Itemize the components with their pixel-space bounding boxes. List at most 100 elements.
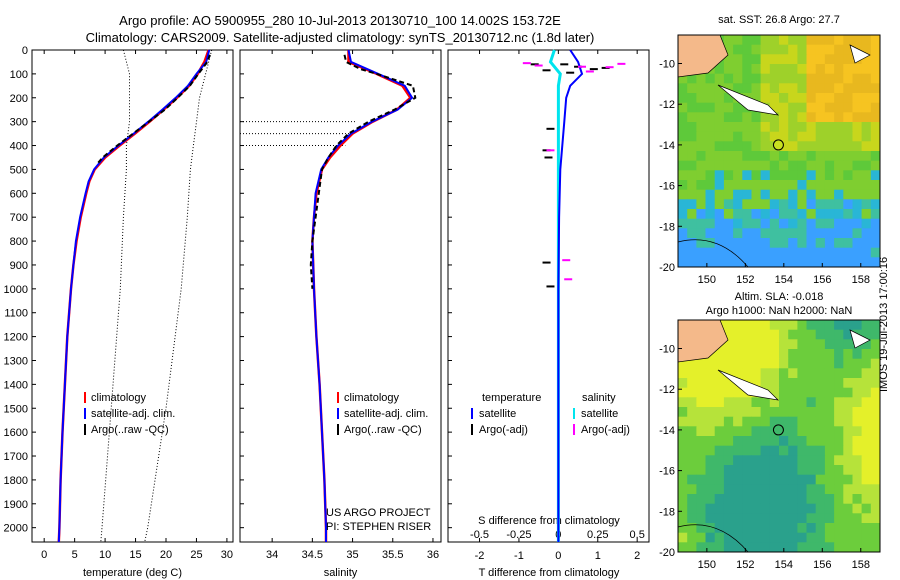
- map-cell: [714, 542, 725, 553]
- map-cell: [815, 542, 826, 553]
- map-cell: [696, 397, 707, 408]
- map-cell: [852, 160, 863, 171]
- map-cell: [852, 102, 863, 113]
- map-cell: [723, 358, 734, 369]
- map-cell: [797, 131, 808, 142]
- map-cell: [769, 44, 780, 55]
- map-cell: [815, 503, 826, 514]
- map-cell: [769, 228, 780, 239]
- map-cell: [696, 368, 707, 379]
- map-cell: [723, 189, 734, 200]
- map-cell: [834, 523, 844, 534]
- map-cell: [714, 151, 725, 162]
- map-cell: [806, 199, 817, 210]
- y-tick-label: 700: [10, 212, 28, 224]
- map-cell: [742, 35, 752, 46]
- map-cell: [723, 368, 734, 379]
- map-cell: [751, 474, 762, 485]
- map-cell: [788, 160, 798, 171]
- map-cell: [714, 474, 725, 485]
- map-cell: [861, 339, 872, 350]
- map-cell: [687, 542, 697, 553]
- map-cell: [714, 141, 725, 152]
- map-cell: [760, 445, 771, 456]
- map-cell: [852, 407, 863, 418]
- x-axis-label-top: S difference from climatology: [478, 515, 620, 527]
- map-cell: [861, 445, 872, 456]
- map-cell: [797, 151, 808, 162]
- map-cell: [779, 238, 789, 249]
- map-cell: [687, 131, 697, 142]
- map-cell: [806, 474, 817, 485]
- map-cell: [870, 513, 881, 524]
- x-tick-label: 34: [266, 549, 278, 561]
- map-cell: [733, 397, 743, 408]
- map-cell: [769, 426, 780, 437]
- map-cell: [815, 532, 826, 543]
- map-cell: [779, 407, 789, 418]
- y-tick-label: 400: [10, 141, 28, 153]
- map-cell: [751, 426, 762, 437]
- map-cell: [870, 218, 881, 229]
- map-cell: [870, 54, 881, 65]
- map-cell: [852, 523, 863, 534]
- map-cell: [723, 387, 734, 398]
- map-cell: [769, 112, 780, 123]
- map-cell: [861, 455, 872, 466]
- map-cell: [788, 199, 798, 210]
- map-cell: [705, 209, 716, 220]
- map-cell: [852, 358, 863, 369]
- map-cell: [852, 513, 863, 524]
- map-cell: [723, 465, 734, 476]
- map-cell: [843, 387, 853, 398]
- legend-label: satellite-adj. clim.: [91, 408, 175, 420]
- map-cell: [815, 209, 826, 220]
- map-cell: [788, 122, 798, 133]
- map-cell: [806, 180, 817, 191]
- map-cell: [742, 199, 752, 210]
- map-cell: [788, 542, 798, 553]
- map-cell: [769, 122, 780, 133]
- map-cell: [815, 397, 826, 408]
- map-cell: [834, 35, 844, 46]
- map-cell: [760, 494, 771, 505]
- map-cell: [824, 474, 835, 485]
- map-cell: [834, 368, 844, 379]
- map-cell: [696, 523, 707, 534]
- map-cell: [678, 131, 688, 142]
- map-cell: [843, 218, 853, 229]
- y-tick-label: 100: [10, 69, 28, 81]
- annotation-project: US ARGO PROJECT: [326, 507, 431, 519]
- map-cell: [788, 436, 798, 447]
- map-cell: [806, 83, 817, 94]
- map-cell: [751, 339, 762, 350]
- map-cell: [769, 93, 780, 104]
- map-cell: [852, 455, 863, 466]
- map-cell: [687, 465, 697, 476]
- map-cell: [843, 494, 853, 505]
- map-cell: [834, 358, 844, 369]
- map-cell: [742, 131, 752, 142]
- map-cell: [797, 102, 808, 113]
- series-climatology: [311, 50, 413, 542]
- map-cell: [815, 151, 826, 162]
- map-cell: [843, 44, 853, 55]
- map-cell: [861, 73, 872, 84]
- map-cell: [760, 64, 771, 75]
- map-cell: [870, 416, 881, 427]
- map-cell: [843, 455, 853, 466]
- map-cell: [714, 513, 725, 524]
- map-cell: [870, 112, 881, 123]
- map-cell: [824, 189, 835, 200]
- map-cell: [870, 358, 881, 369]
- map-y-tick-label: -20: [659, 547, 675, 559]
- x-tick-label: 20: [160, 549, 172, 561]
- map-cell: [779, 339, 789, 350]
- map-cell: [769, 378, 780, 389]
- map-cell: [834, 503, 844, 514]
- map-cell: [824, 397, 835, 408]
- map-cell: [723, 257, 734, 268]
- map-cell: [696, 532, 707, 543]
- legend-label: Argo(-adj): [581, 424, 630, 436]
- map-cell: [843, 416, 853, 427]
